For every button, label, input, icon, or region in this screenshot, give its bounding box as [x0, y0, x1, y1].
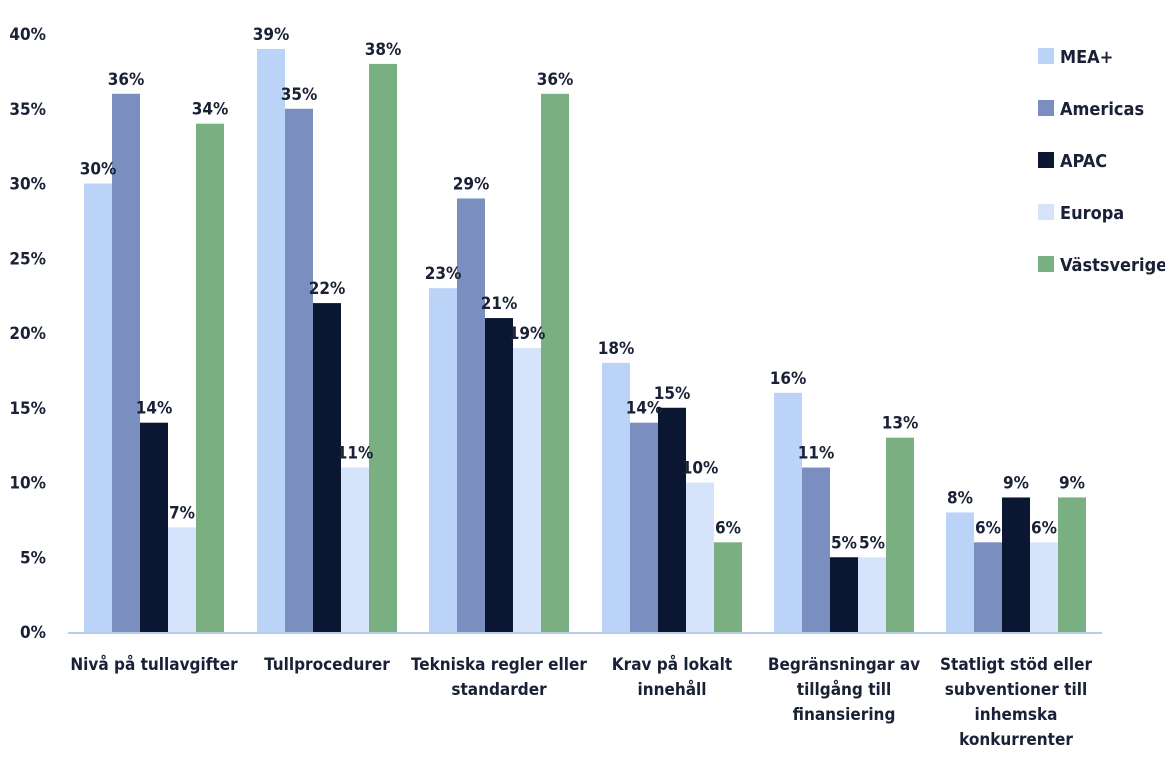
data-label: 18% — [598, 339, 635, 359]
bar-americas-0 — [112, 93, 140, 633]
data-label: 14% — [626, 399, 663, 419]
y-tick-label: 30% — [9, 175, 46, 195]
data-label: 7% — [169, 503, 195, 523]
bar-apac-4 — [830, 557, 858, 632]
bar-mea--2 — [429, 288, 457, 632]
category-label: Tullprocedurer — [264, 655, 390, 675]
data-label: 38% — [365, 40, 402, 60]
data-label: 23% — [425, 264, 462, 284]
data-label: 36% — [537, 70, 574, 90]
data-label: 6% — [715, 518, 741, 538]
y-tick-label: 40% — [9, 25, 46, 45]
data-label: 35% — [281, 85, 318, 105]
bar-europa-4 — [858, 557, 886, 632]
bar-v-stsverige-3 — [714, 542, 742, 632]
category-label: finansiering — [793, 705, 896, 725]
bar-v-stsverige-4 — [886, 437, 914, 632]
data-label: 10% — [682, 459, 719, 479]
data-label: 5% — [859, 533, 885, 553]
bars — [84, 48, 1086, 633]
data-label: 11% — [798, 444, 835, 464]
data-label: 15% — [654, 384, 691, 404]
bar-mea--1 — [257, 48, 285, 632]
legend-swatch — [1038, 152, 1054, 168]
y-tick-label: 10% — [9, 474, 46, 494]
category-label: Krav på lokalt — [612, 653, 732, 675]
bar-europa-3 — [686, 482, 714, 632]
bar-mea--4 — [774, 392, 802, 632]
bar-americas-3 — [630, 422, 658, 632]
y-tick-label: 5% — [20, 548, 46, 568]
category-label: standarder — [451, 680, 547, 700]
category-label: tillgång till — [797, 678, 891, 700]
category-label: subventioner till — [945, 680, 1087, 700]
legend-swatch — [1038, 100, 1054, 116]
category-label: Statligt stöd eller — [940, 655, 1092, 675]
legend-label: APAC — [1060, 151, 1107, 172]
bar-v-stsverige-1 — [369, 63, 397, 632]
category-label: Begränsningar av — [768, 655, 920, 675]
y-tick-label: 20% — [9, 324, 46, 344]
bar-mea--5 — [946, 512, 974, 632]
bar-americas-5 — [974, 542, 1002, 632]
bar-europa-5 — [1030, 542, 1058, 632]
bar-v-stsverige-5 — [1058, 497, 1086, 632]
data-label: 30% — [80, 160, 117, 180]
bar-apac-3 — [658, 407, 686, 632]
bar-americas-2 — [457, 198, 485, 632]
data-label: 19% — [509, 324, 546, 344]
data-label: 39% — [253, 25, 290, 45]
data-label: 16% — [770, 369, 807, 389]
bar-apac-2 — [485, 318, 513, 632]
legend: MEA+ Americas APAC Europa Västsverige — [1038, 47, 1165, 276]
y-tick-label: 15% — [9, 399, 46, 419]
data-label: 11% — [337, 444, 374, 464]
bar-europa-1 — [341, 467, 369, 632]
data-label: 29% — [453, 174, 490, 194]
legend-label: Västsverige — [1060, 255, 1165, 276]
legend-swatch — [1038, 204, 1054, 220]
data-label: 6% — [1031, 518, 1057, 538]
data-label: 34% — [192, 100, 229, 120]
bar-apac-0 — [140, 422, 168, 632]
bar-europa-2 — [513, 347, 541, 632]
category-label: konkurrenter — [959, 730, 1073, 750]
category-label: Nivå på tullavgifter — [70, 653, 238, 675]
bar-v-stsverige-0 — [196, 123, 224, 632]
data-label: 22% — [309, 279, 346, 299]
y-axis-ticks: 0% 5% 10% 15% 20% 25% 30% 35% 40% — [9, 25, 46, 643]
bar-mea--0 — [84, 183, 112, 632]
y-tick-label: 35% — [9, 100, 46, 120]
data-label: 9% — [1059, 473, 1085, 493]
category-label: innehåll — [637, 678, 706, 700]
value-labels: 30% 39% 23% 18% 16% 8% 36% 35% 29% 14% 11% 6% 14% 22%… — [80, 25, 1085, 553]
legend-label: Americas — [1060, 99, 1144, 120]
data-label: 13% — [882, 414, 919, 434]
data-label: 36% — [108, 70, 145, 90]
y-tick-label: 25% — [9, 249, 46, 269]
y-tick-label: 0% — [20, 623, 46, 643]
legend-swatch — [1038, 256, 1054, 272]
data-label: 8% — [947, 488, 973, 508]
data-label: 5% — [831, 533, 857, 553]
bar-mea--3 — [602, 362, 630, 632]
bar-americas-4 — [802, 467, 830, 632]
bar-americas-1 — [285, 108, 313, 632]
category-labels: Nivå på tullavgifter Tullprocedurer Teknis… — [70, 653, 1092, 750]
bar-europa-0 — [168, 527, 196, 632]
category-label: Tekniska regler eller — [411, 655, 587, 675]
data-label: 21% — [481, 294, 518, 314]
data-label: 6% — [975, 518, 1001, 538]
legend-label: Europa — [1060, 203, 1124, 224]
legend-swatch — [1038, 48, 1054, 64]
data-label: 9% — [1003, 473, 1029, 493]
category-label: inhemska — [975, 705, 1058, 725]
data-label: 14% — [136, 399, 173, 419]
bar-v-stsverige-2 — [541, 93, 569, 633]
bar-apac-1 — [313, 303, 341, 632]
legend-label: MEA+ — [1060, 47, 1113, 68]
bar-apac-5 — [1002, 497, 1030, 632]
